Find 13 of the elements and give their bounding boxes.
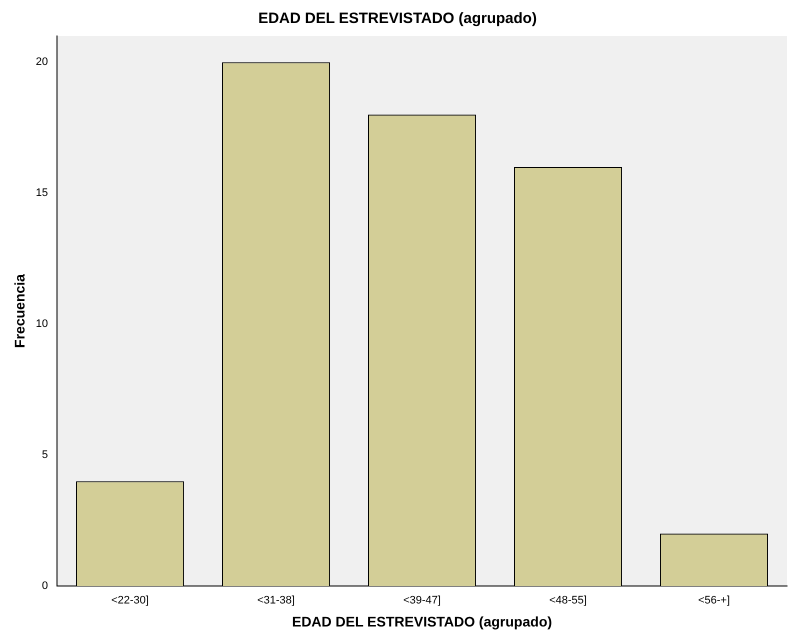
x-axis-title: EDAD DEL ESTREVISTADO (agrupado): [292, 613, 552, 630]
y-tick-label: 10: [36, 318, 48, 330]
y-tick-label: 15: [36, 187, 48, 200]
y-tick-label: 5: [42, 449, 48, 462]
x-tick-label: <22-30]: [111, 594, 149, 607]
y-tick-label: 20: [36, 56, 48, 68]
x-tick-label: <56-+]: [698, 594, 730, 607]
y-tick-label: 0: [42, 580, 48, 592]
x-tick-label: <31-38]: [257, 594, 295, 607]
x-tick-label: <39-47]: [403, 594, 441, 607]
y-axis-title: Frecuencia: [11, 274, 28, 348]
x-tick-label: <48-55]: [549, 594, 587, 607]
chart-title: EDAD DEL ESTREVISTADO (agrupado): [258, 10, 537, 28]
